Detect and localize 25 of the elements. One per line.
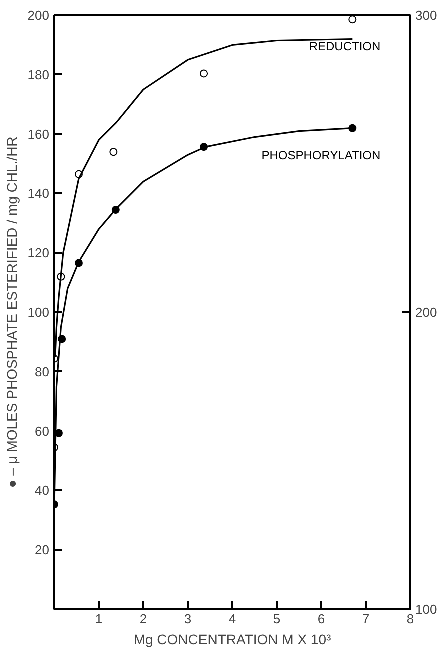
x-tick-label: 8 bbox=[406, 612, 414, 626]
y2-tick-label: 200 bbox=[416, 305, 438, 320]
x-tick-label: 7 bbox=[362, 612, 370, 626]
y-tick-label: 80 bbox=[35, 364, 50, 380]
y-tick-label: 160 bbox=[28, 126, 50, 142]
x-axis-title: Mg CONCENTRATION M X 10³ bbox=[134, 632, 332, 648]
y2-tick-label: 100 bbox=[416, 602, 438, 617]
x-tick-label: 6 bbox=[318, 612, 326, 626]
text: PHOSPHORYLATION bbox=[262, 148, 381, 162]
y-tick-label: 120 bbox=[28, 246, 50, 261]
y-tick-label: 100 bbox=[28, 305, 50, 320]
x-tick-label: 5 bbox=[273, 612, 281, 626]
x-tick-label: 1 bbox=[95, 612, 103, 626]
y-tick-label: 200 bbox=[28, 8, 50, 23]
y-axis-title: ● – μ MOLES PHOSPHATE ESTERIFIED / mg CHL./HR bbox=[4, 136, 20, 488]
y-tick-label: 40 bbox=[35, 483, 50, 498]
y-tick-label: 140 bbox=[28, 186, 50, 202]
x-tick-label: 2 bbox=[140, 612, 148, 626]
text: REDUCTION bbox=[309, 40, 381, 54]
y-tick-label: 20 bbox=[35, 542, 50, 558]
x-tick-label: 4 bbox=[228, 612, 236, 626]
x-tick-label: 3 bbox=[184, 612, 192, 626]
y-tick-label: 60 bbox=[35, 424, 50, 439]
y-tick-label: 180 bbox=[28, 67, 50, 82]
y2-tick-label: 300 bbox=[416, 8, 438, 23]
